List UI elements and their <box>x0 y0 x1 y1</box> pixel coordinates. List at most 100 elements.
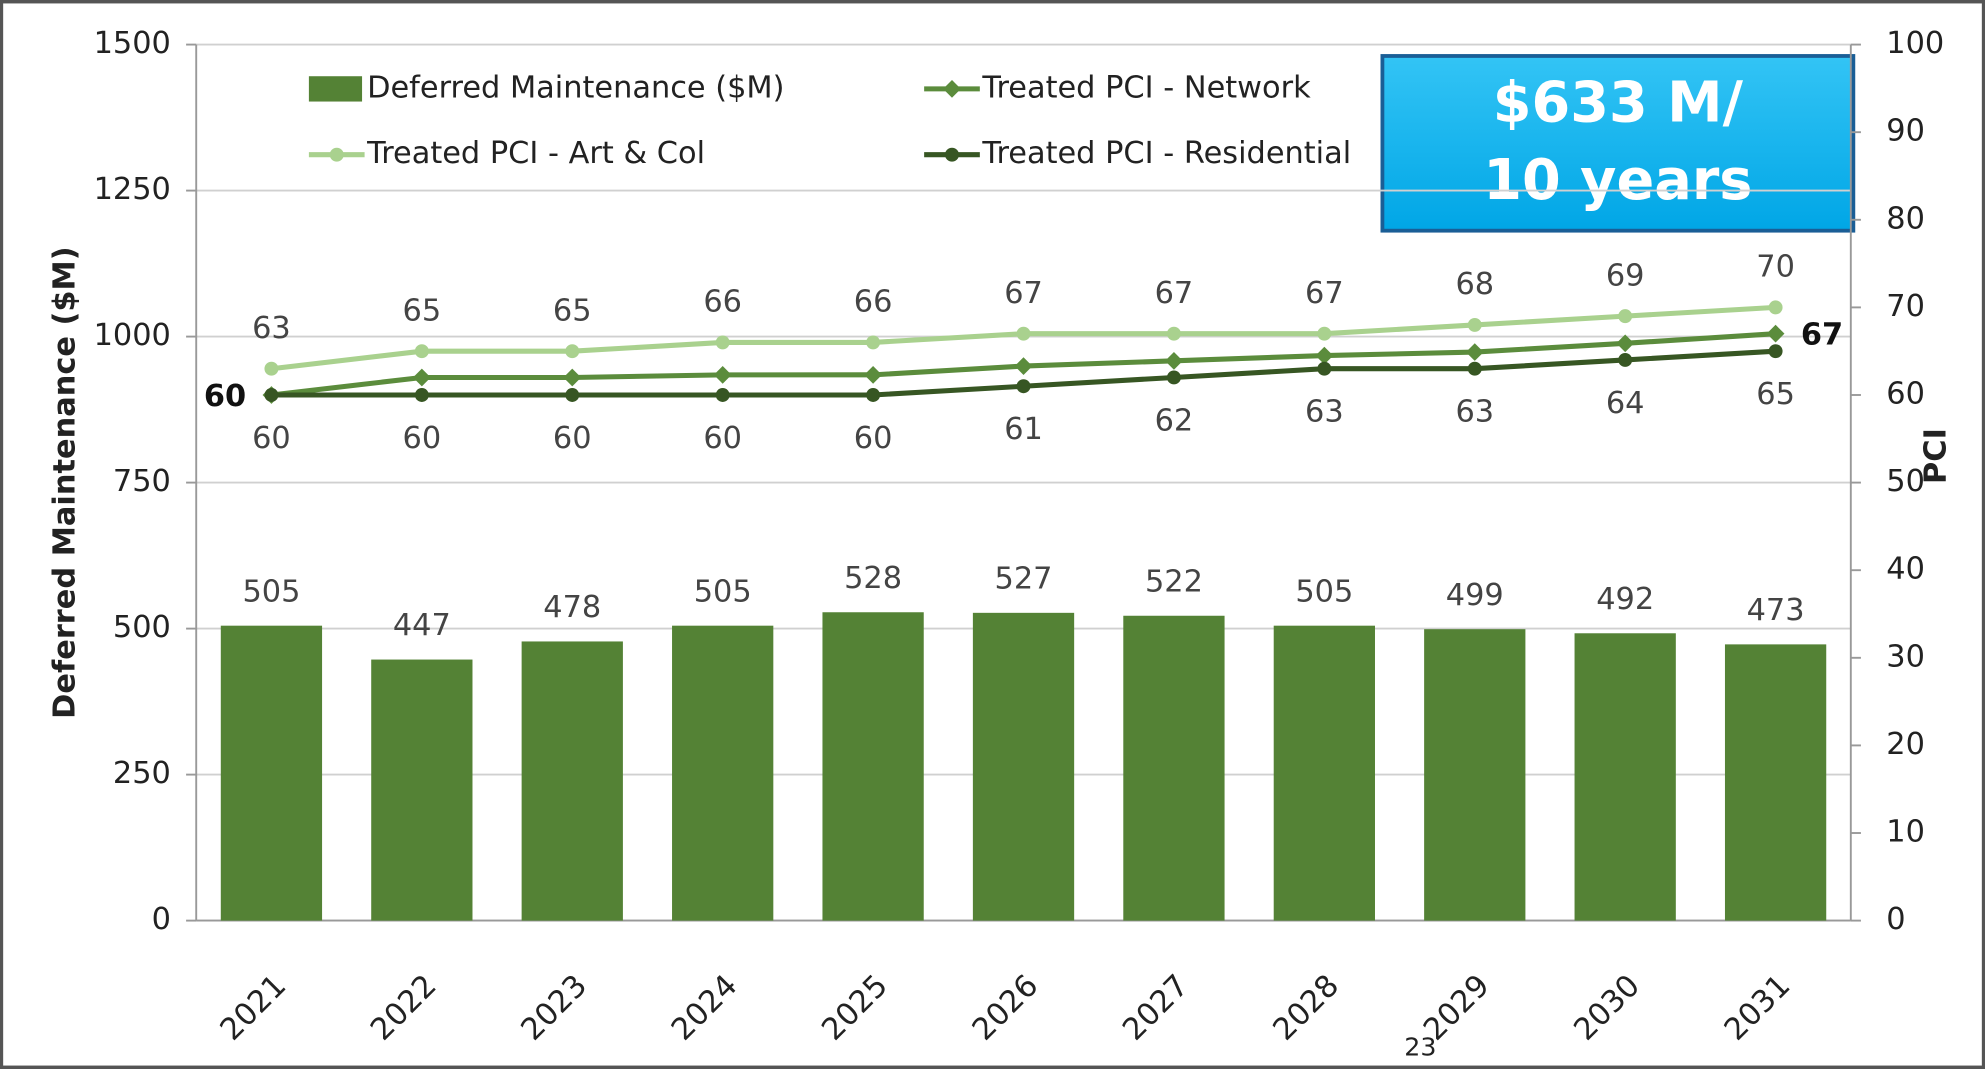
bar <box>1574 633 1676 921</box>
line-value-label: 60 <box>703 421 742 456</box>
bar-value-label: 527 <box>995 561 1053 596</box>
y2-tick-label: 10 <box>1886 815 1925 850</box>
line-marker <box>1016 379 1031 394</box>
bar-value-label: 473 <box>1747 593 1805 628</box>
line-value-label: 60 <box>553 421 592 456</box>
y2-tick-label: 30 <box>1886 639 1925 674</box>
legend-label: Treated PCI - Residential <box>981 136 1351 171</box>
bar-value-label: 505 <box>242 574 300 609</box>
page-number: 23 <box>1404 1032 1436 1061</box>
callout-text: 10 years <box>1483 148 1752 213</box>
line-value-label: 63 <box>252 311 291 346</box>
line-value-label: 67 <box>1004 276 1043 311</box>
legend-label: Deferred Maintenance ($M) <box>367 70 784 105</box>
line-value-label: 67 <box>1155 276 1194 311</box>
line-marker <box>866 388 881 402</box>
line-marker <box>864 365 882 384</box>
line-marker <box>1317 361 1332 376</box>
line-value-label: 69 <box>1606 258 1645 293</box>
y2-axis-label: PCI <box>1918 428 1953 484</box>
line-marker <box>414 344 429 359</box>
y2-tick-label: 0 <box>1886 902 1905 937</box>
legend-marker <box>943 80 961 98</box>
line-value-label: 60 <box>854 421 893 456</box>
bar-value-label: 447 <box>393 608 451 643</box>
y2-tick-label: 70 <box>1886 289 1925 324</box>
callout-box <box>1380 54 1856 233</box>
line-marker <box>715 388 730 402</box>
line-value-label: 62 <box>1155 403 1194 438</box>
line-value-label: 70 <box>1756 250 1795 285</box>
y-tick-label: 1500 <box>94 26 171 61</box>
bar <box>220 625 323 921</box>
bar-value-label: 505 <box>694 574 752 609</box>
bar <box>1724 644 1827 921</box>
line-marker <box>1616 334 1635 353</box>
bar <box>822 612 924 921</box>
bar <box>972 612 1075 921</box>
y-tick-label: 1000 <box>94 318 171 353</box>
y2-tick-label: 40 <box>1886 552 1925 587</box>
bar-value-label: 492 <box>1596 582 1654 617</box>
line-value-label: 63 <box>1305 395 1344 430</box>
line-marker <box>1165 351 1183 370</box>
y-axis-label: Deferred Maintenance ($M) <box>47 246 82 718</box>
y2-tick-label: 20 <box>1886 727 1925 762</box>
line-marker <box>715 335 730 350</box>
legend-label: Treated PCI - Art & Col <box>366 136 705 171</box>
y-tick-label: 250 <box>113 756 171 791</box>
line-value-label: 65 <box>403 293 442 328</box>
line-marker <box>1768 300 1783 315</box>
bar <box>521 641 623 921</box>
line-marker <box>1618 309 1633 324</box>
bar-value-label: 478 <box>543 590 601 625</box>
line-value-label: 60 <box>403 421 442 456</box>
line-value-label: 66 <box>854 285 893 320</box>
line-marker <box>1315 346 1334 365</box>
line-value-label: 66 <box>703 285 742 320</box>
legend-label: Treated PCI - Network <box>981 70 1311 105</box>
line-marker <box>264 388 279 402</box>
bar-value-label: 499 <box>1446 578 1504 613</box>
line-marker <box>1317 326 1332 341</box>
line-marker <box>264 361 279 376</box>
line-marker <box>1766 324 1785 343</box>
bar <box>371 659 473 921</box>
line-marker <box>1166 370 1181 385</box>
line-value-label: 68 <box>1455 267 1494 302</box>
bar <box>1273 625 1375 921</box>
y-tick-label: 1250 <box>94 172 171 207</box>
legend-marker <box>329 147 344 162</box>
line-value-label: 61 <box>1004 412 1043 447</box>
y2-tick-label: 100 <box>1886 26 1944 61</box>
y-tick-label: 750 <box>113 464 171 499</box>
line-marker <box>565 388 580 402</box>
line-marker <box>1467 361 1482 376</box>
line-marker <box>1166 326 1181 341</box>
line-value-label: 65 <box>1756 377 1795 412</box>
line-marker <box>1467 317 1482 332</box>
line-value-label: 60 <box>252 421 291 456</box>
line-value-label: 64 <box>1606 386 1645 421</box>
line-marker <box>1618 352 1633 367</box>
line-value-label: 63 <box>1455 395 1494 430</box>
y-tick-label: 500 <box>113 610 171 645</box>
bar <box>1424 629 1526 921</box>
legend-swatch <box>308 76 363 102</box>
legend-marker <box>945 147 959 162</box>
bar <box>672 625 774 921</box>
line-value-label: 67 <box>1801 318 1843 353</box>
line-marker <box>414 388 429 402</box>
y2-tick-label: 50 <box>1886 464 1925 499</box>
line-marker <box>565 344 580 359</box>
line-marker <box>866 335 881 350</box>
line-value-label: 67 <box>1305 276 1344 311</box>
line-value-label: 60 <box>204 379 246 414</box>
bar <box>1123 615 1225 921</box>
bar-value-label: 528 <box>844 561 902 596</box>
bar-value-label: 522 <box>1145 564 1203 599</box>
y2-tick-label: 60 <box>1886 376 1925 411</box>
line-marker <box>1465 343 1484 361</box>
